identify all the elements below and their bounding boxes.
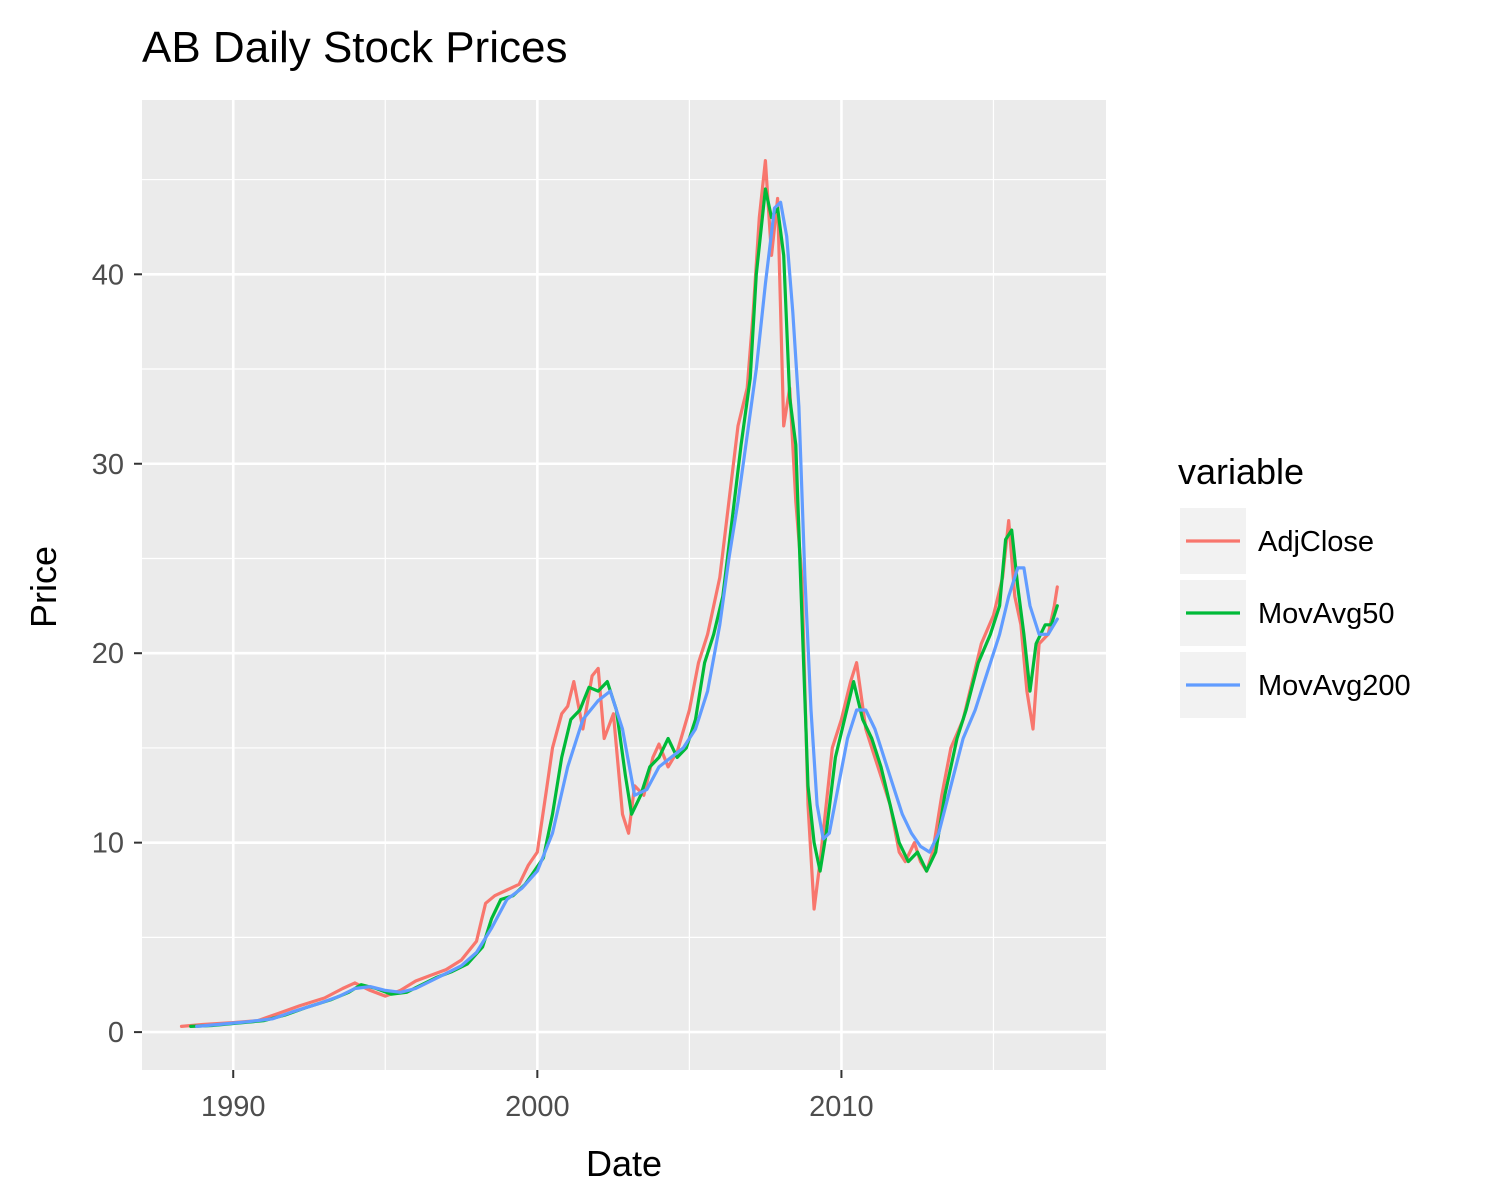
- y-axis-title: Price: [23, 546, 64, 628]
- legend: variable AdjClose MovAvg50 MovAvg200: [1178, 451, 1411, 718]
- x-tick-label: 1990: [201, 1091, 266, 1123]
- y-tick-label: 30: [92, 449, 124, 481]
- x-tick-label: 2000: [505, 1091, 570, 1123]
- x-axis-title: Date: [586, 1143, 662, 1184]
- plot-background: [142, 100, 1106, 1070]
- grid-minor: [142, 100, 1106, 1070]
- legend-title: variable: [1178, 451, 1304, 492]
- y-tick-label: 10: [92, 828, 124, 860]
- chart-title: AB Daily Stock Prices: [142, 23, 567, 72]
- y-axis: 0 10 20 30 40: [92, 259, 142, 1049]
- grid-major: [142, 100, 1106, 1070]
- legend-label-movavg200: MovAvg200: [1258, 670, 1411, 702]
- legend-items: AdjClose MovAvg50 MovAvg200: [1180, 508, 1411, 718]
- series-line-adjclose: [179, 159, 1059, 1029]
- y-tick-label: 20: [92, 638, 124, 670]
- series-line-movavg200: [195, 200, 1059, 1029]
- plot-panel: [142, 100, 1106, 1070]
- legend-label-movavg50: MovAvg50: [1258, 598, 1395, 630]
- y-tick-label: 40: [92, 259, 124, 291]
- legend-label-adjclose: AdjClose: [1258, 526, 1374, 558]
- x-tick-label: 2010: [809, 1091, 874, 1123]
- x-axis: 1990 2000 2010: [201, 1070, 874, 1123]
- series-lines: [179, 159, 1059, 1029]
- y-tick-label: 0: [108, 1017, 124, 1049]
